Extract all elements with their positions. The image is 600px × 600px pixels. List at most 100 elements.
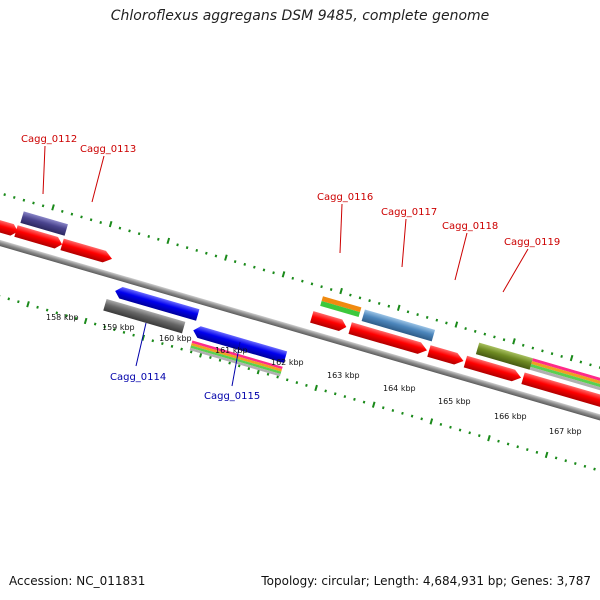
minor-tick <box>320 285 323 289</box>
minor-tick <box>473 329 477 333</box>
minor-tick <box>36 305 39 309</box>
gene-red-arrow-6[interactable] <box>521 372 600 410</box>
minor-tick <box>535 450 539 454</box>
gene-label-cagg-0114[interactable]: Cagg_0114 <box>110 372 166 383</box>
minor-tick <box>285 378 289 382</box>
minor-tick <box>89 218 93 222</box>
outer-tick-ring <box>3 193 600 370</box>
gene-red-arrow-cagg-0118[interactable] <box>427 345 465 367</box>
minor-tick <box>391 409 395 412</box>
gene-label-cagg-0117[interactable]: Cagg_0117 <box>381 207 437 218</box>
minor-tick <box>122 330 126 334</box>
gene-label-cagg-0115[interactable]: Cagg_0115 <box>204 391 260 402</box>
minor-tick <box>353 397 356 401</box>
major-tick <box>339 287 343 295</box>
major-tick <box>429 418 434 425</box>
minor-tick <box>291 276 295 280</box>
minor-tick <box>7 297 11 301</box>
minor-tick <box>368 299 371 303</box>
minor-tick <box>439 422 443 426</box>
gene-blue-arrow-1[interactable] <box>113 285 200 321</box>
minor-tick <box>410 414 414 418</box>
label-connectors <box>42 145 529 387</box>
gene-cagg-0114[interactable] <box>103 298 186 334</box>
minor-tick <box>425 315 429 319</box>
ruler-label-167: 167 kbp <box>549 427 582 436</box>
ruler-label-166: 166 kbp <box>494 412 527 421</box>
map-title: Chloroflexus aggregans DSM 9485, complet… <box>110 8 490 24</box>
major-tick <box>512 338 516 345</box>
gene-stripe-gray-top <box>529 366 600 393</box>
gene-label-cagg-0113[interactable]: Cagg_0113 <box>80 144 136 155</box>
gene-stripe-pink-top <box>532 358 600 384</box>
minor-tick <box>151 339 155 343</box>
gene-cagg-0119[interactable] <box>475 342 534 370</box>
gene-cagg-0116-orange[interactable] <box>321 296 362 313</box>
minor-tick <box>497 439 500 443</box>
gene-red-arrow-2[interactable] <box>14 225 63 250</box>
minor-tick <box>60 209 64 213</box>
minor-tick <box>32 201 35 205</box>
minor-tick <box>301 279 304 283</box>
minor-tick <box>22 198 26 202</box>
minor-tick <box>329 288 333 291</box>
minor-tick <box>262 268 266 272</box>
minor-tick <box>103 325 107 329</box>
major-tick <box>83 317 88 325</box>
gene-red-arrow-cagg-0113[interactable] <box>60 238 113 265</box>
gene-label-cagg-0119[interactable]: Cagg_0119 <box>504 237 560 248</box>
gene-red-arrow-3[interactable] <box>310 311 348 333</box>
minor-tick <box>560 354 563 358</box>
connector-cagg-0112 <box>42 145 46 195</box>
gene-red-arrow-1[interactable] <box>0 210 20 238</box>
minor-tick <box>406 310 410 314</box>
minor-tick <box>214 254 218 258</box>
gene-label-cagg-0112[interactable]: Cagg_0112 <box>21 134 77 145</box>
major-tick <box>26 301 30 308</box>
topology-text: Topology: circular; Length: 4,684,931 bp… <box>261 574 591 588</box>
gene-cagg-0117[interactable] <box>361 309 436 342</box>
minor-tick <box>564 459 568 463</box>
major-tick <box>487 435 491 442</box>
minor-tick <box>554 456 558 460</box>
minor-tick <box>147 235 151 238</box>
minor-tick <box>362 400 366 404</box>
major-tick <box>371 401 376 408</box>
minor-tick <box>401 411 404 415</box>
gene-blue-arrow-cagg-0115[interactable] <box>192 325 288 363</box>
minor-tick <box>525 448 529 452</box>
gene-cagg-0116-green[interactable] <box>320 301 360 317</box>
major-tick <box>166 237 171 245</box>
ruler-label-164: 164 kbp <box>383 384 416 393</box>
minor-tick <box>305 383 308 387</box>
connector-cagg-0118 <box>454 232 468 281</box>
minor-tick <box>189 350 193 354</box>
major-tick <box>108 220 113 228</box>
connector-cagg-0117 <box>401 218 407 268</box>
minor-tick <box>324 389 327 393</box>
minor-tick <box>161 342 164 346</box>
major-tick <box>454 321 459 328</box>
genome-backbone <box>0 234 600 431</box>
minor-tick <box>458 428 462 432</box>
gene-stripe-orange-top <box>531 361 600 387</box>
minor-tick <box>253 265 256 269</box>
minor-tick <box>3 193 6 197</box>
minor-tick <box>574 462 577 465</box>
minor-tick <box>55 311 59 315</box>
minor-tick <box>180 347 183 351</box>
ruler-label-158: 158 kbp <box>46 313 79 322</box>
gene-red-arrow-cagg-0117[interactable] <box>348 322 428 356</box>
gene-red-arrow-5[interactable] <box>463 355 523 384</box>
minor-tick <box>137 232 141 236</box>
minor-tick <box>276 375 279 379</box>
minor-tick <box>113 328 116 332</box>
gene-label-cagg-0118[interactable]: Cagg_0118 <box>442 221 498 232</box>
major-tick <box>569 354 574 362</box>
minor-tick <box>333 392 337 396</box>
gene-cagg-0112[interactable] <box>20 211 68 236</box>
gene-label-cagg-0116[interactable]: Cagg_0116 <box>317 192 373 203</box>
gene-stripe-green-bottom <box>190 345 282 374</box>
minor-tick <box>128 229 131 233</box>
minor-tick <box>205 251 208 255</box>
